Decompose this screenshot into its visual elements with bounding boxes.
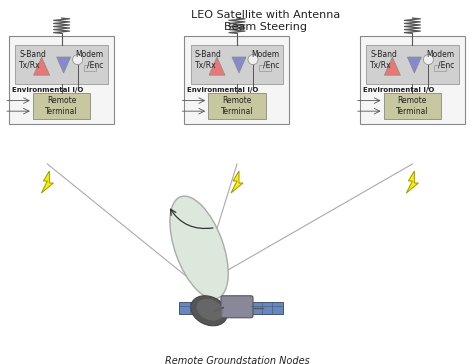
Text: S-Band
Tx/Rx: S-Band Tx/Rx [370,50,397,69]
Bar [184,36,290,124]
Bar [383,93,441,119]
FancyBboxPatch shape [179,302,211,314]
Text: S-Band
Tx/Rx: S-Band Tx/Rx [19,50,46,69]
Polygon shape [209,57,225,75]
FancyBboxPatch shape [221,296,253,318]
Bar [191,45,283,84]
Bar [434,65,447,71]
Ellipse shape [191,296,227,326]
Bar [360,36,465,124]
Polygon shape [56,57,71,73]
Ellipse shape [170,196,228,299]
Bar [16,45,108,84]
Polygon shape [406,171,419,193]
Text: Remote
Terminal: Remote Terminal [46,96,78,116]
Polygon shape [232,57,246,73]
Circle shape [423,55,433,64]
Polygon shape [41,171,54,193]
Text: Environmental I/O: Environmental I/O [188,87,259,92]
Polygon shape [231,171,243,193]
Bar [9,36,114,124]
Polygon shape [384,57,401,75]
FancyBboxPatch shape [251,302,283,314]
Text: Modem
/Enc: Modem /Enc [427,50,455,69]
Circle shape [73,55,82,64]
Text: S-Band
Tx/Rx: S-Band Tx/Rx [195,50,222,69]
Polygon shape [34,57,50,75]
Bar [208,93,266,119]
Text: Modem
/Enc: Modem /Enc [251,50,279,69]
Bar [83,65,96,71]
Circle shape [248,55,258,64]
Text: Environmental I/O: Environmental I/O [363,87,434,92]
Text: Remote
Terminal: Remote Terminal [221,96,253,116]
Text: LEO Satellite with Antenna
Beam Steering: LEO Satellite with Antenna Beam Steering [191,10,340,32]
Text: Remote
Terminal: Remote Terminal [396,96,428,116]
Polygon shape [407,57,421,73]
Bar [259,65,271,71]
Text: Environmental I/O: Environmental I/O [12,87,83,92]
Bar [366,45,458,84]
Bar [33,93,91,119]
Text: Modem
/Enc: Modem /Enc [76,50,104,69]
Text: Remote Groundstation Nodes: Remote Groundstation Nodes [164,356,310,364]
Ellipse shape [197,299,223,321]
